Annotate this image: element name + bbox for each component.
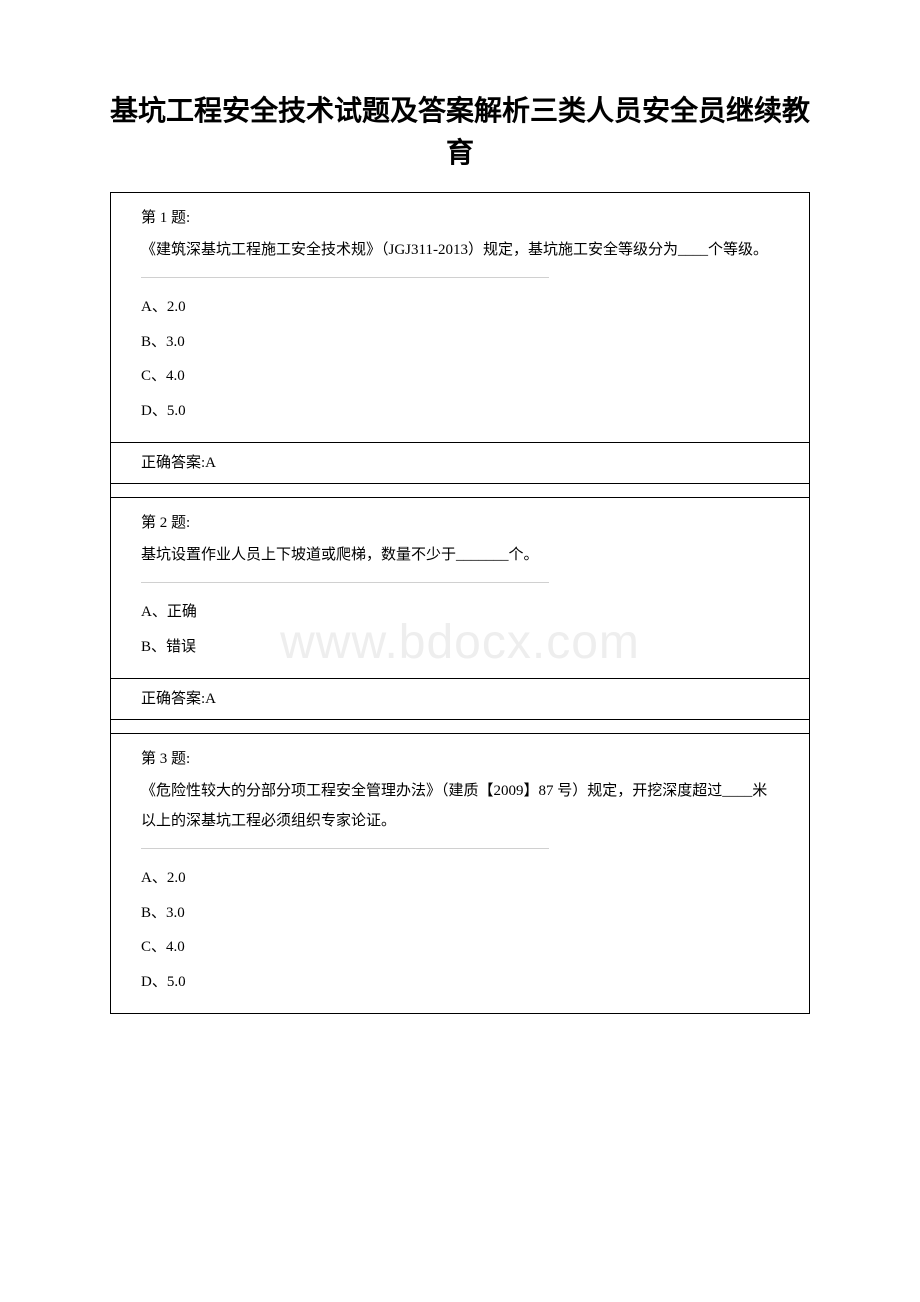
questions-table: 第 1 题: 《建筑深基坑工程施工安全技术规》（JGJ311-2013）规定，基…	[110, 192, 810, 1014]
question-text: 基坑设置作业人员上下坡道或爬梯，数量不少于_______个。	[141, 540, 779, 570]
question-block-1: 第 1 题: 《建筑深基坑工程施工安全技术规》（JGJ311-2013）规定，基…	[111, 193, 809, 442]
question-divider	[141, 848, 549, 849]
question-text: 《危险性较大的分部分项工程安全管理办法》（建质【2009】87 号）规定，开挖深…	[141, 776, 779, 836]
options-list: A、正确 B、错误	[141, 595, 779, 664]
option-d: D、5.0	[141, 394, 779, 429]
question-text: 《建筑深基坑工程施工安全技术规》（JGJ311-2013）规定，基坑施工安全等级…	[141, 235, 779, 265]
answer-text: 正确答案:A	[111, 679, 809, 719]
question-label: 第 1 题:	[141, 203, 779, 233]
question-divider	[141, 277, 549, 278]
option-c: C、4.0	[141, 359, 779, 394]
question-block-3: 第 3 题: 《危险性较大的分部分项工程安全管理办法》（建质【2009】87 号…	[111, 734, 809, 1013]
answer-cell: 正确答案:A	[111, 443, 809, 484]
option-c: C、4.0	[141, 930, 779, 965]
options-list: A、2.0 B、3.0 C、4.0 D、5.0	[141, 290, 779, 428]
option-a: A、正确	[141, 595, 779, 630]
spacer-row	[111, 484, 809, 498]
option-a: A、2.0	[141, 290, 779, 325]
document-content: 基坑工程安全技术试题及答案解析三类人员安全员继续教育 第 1 题: 《建筑深基坑…	[110, 90, 810, 1014]
option-b: B、3.0	[141, 896, 779, 931]
question-cell: 第 1 题: 《建筑深基坑工程施工安全技术规》（JGJ311-2013）规定，基…	[111, 193, 809, 443]
question-cell: 第 2 题: 基坑设置作业人员上下坡道或爬梯，数量不少于_______个。 A、…	[111, 498, 809, 679]
question-cell: 第 3 题: 《危险性较大的分部分项工程安全管理办法》（建质【2009】87 号…	[111, 734, 809, 1013]
option-a: A、2.0	[141, 861, 779, 896]
answer-cell: 正确答案:A	[111, 679, 809, 720]
option-d: D、5.0	[141, 965, 779, 1000]
options-list: A、2.0 B、3.0 C、4.0 D、5.0	[141, 861, 779, 999]
question-label: 第 2 题:	[141, 508, 779, 538]
option-b: B、错误	[141, 630, 779, 665]
question-label: 第 3 题:	[141, 744, 779, 774]
page-title: 基坑工程安全技术试题及答案解析三类人员安全员继续教育	[110, 90, 810, 174]
answer-text: 正确答案:A	[111, 443, 809, 483]
spacer-row	[111, 720, 809, 734]
option-b: B、3.0	[141, 325, 779, 360]
question-block-2: 第 2 题: 基坑设置作业人员上下坡道或爬梯，数量不少于_______个。 A、…	[111, 498, 809, 678]
question-divider	[141, 582, 549, 583]
